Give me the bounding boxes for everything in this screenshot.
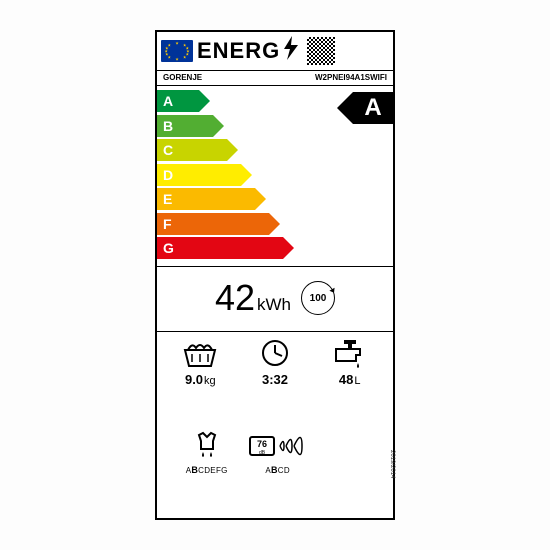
spec-spin-class: ABCDEFG	[186, 431, 228, 509]
tap-icon	[330, 338, 370, 368]
energy-title: ENERG	[197, 38, 280, 64]
class-arrow-f: F	[157, 213, 393, 235]
eu-flag-icon: ★ ★ ★ ★ ★ ★ ★ ★ ★ ★ ★ ★	[161, 40, 193, 62]
cycles-icon: 100	[301, 281, 335, 315]
header: ★ ★ ★ ★ ★ ★ ★ ★ ★ ★ ★ ★ ENERG	[157, 32, 393, 70]
noise-class-letters: ABCD	[265, 465, 290, 475]
class-arrow-e: E	[157, 188, 393, 210]
shirt-drip-icon	[187, 431, 227, 461]
svg-text:dB: dB	[259, 450, 266, 456]
specs-grid: 9.0kg 3:32 48L AB	[157, 332, 393, 518]
class-arrow-g: G	[157, 237, 393, 259]
spec-noise: 76 dB ABCD	[248, 431, 308, 509]
product-id-row: GORENJE W2PNEI94A1SWIFI	[157, 71, 393, 85]
consumption-section: 42kWh 100	[157, 267, 393, 331]
spec-water: 48L	[312, 338, 387, 421]
basket-icon	[180, 338, 220, 368]
svg-text:76: 76	[257, 439, 267, 449]
class-arrow-d: D	[157, 164, 393, 186]
spin-class-letters: ABCDEFG	[186, 465, 228, 475]
regulation-note: 2019/2014	[389, 450, 395, 478]
qr-code-icon	[306, 36, 336, 66]
rating-arrow: A	[337, 92, 393, 124]
clock-icon	[255, 338, 295, 368]
spec-duration: 3:32	[238, 338, 313, 421]
efficiency-scale: ABCDEFG A	[157, 86, 393, 266]
model-number: W2PNEI94A1SWIFI	[315, 73, 387, 82]
noise-icon: 76 dB	[248, 431, 308, 461]
rating-letter: A	[353, 92, 393, 124]
class-arrow-c: C	[157, 139, 393, 161]
spec-capacity: 9.0kg	[163, 338, 238, 421]
energy-label: ★ ★ ★ ★ ★ ★ ★ ★ ★ ★ ★ ★ ENERG GORENJE W2…	[155, 30, 395, 520]
consumption-value: 42kWh	[215, 277, 291, 319]
brand-name: GORENJE	[163, 73, 202, 82]
bolt-icon	[282, 36, 300, 66]
